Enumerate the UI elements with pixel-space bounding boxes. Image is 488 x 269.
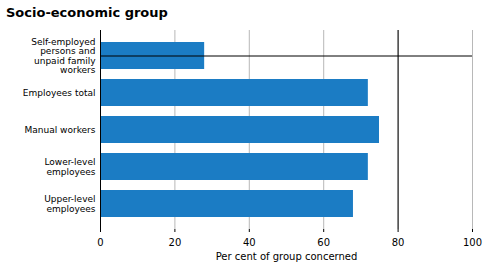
svg-text:80: 80 (392, 237, 405, 248)
svg-text:Employees total: Employees total (23, 88, 96, 98)
svg-text:Per cent of group concerned: Per cent of group concerned (216, 251, 358, 262)
svg-text:Manual workers: Manual workers (25, 125, 96, 135)
svg-text:0: 0 (97, 237, 103, 248)
svg-text:Upper-levelemployees: Upper-levelemployees (44, 194, 96, 213)
html-text:Socio-economic group: Socio-economic group (6, 5, 168, 20)
svg-text:100: 100 (463, 237, 482, 248)
svg-text:20: 20 (169, 237, 182, 248)
svg-text:60: 60 (317, 237, 330, 248)
svg-text:40: 40 (243, 237, 256, 248)
svg-text:Lower-levelemployees: Lower-levelemployees (44, 157, 95, 176)
svg-text:Self-employedpersons andunpaid: Self-employedpersons andunpaid familywor… (31, 37, 96, 75)
